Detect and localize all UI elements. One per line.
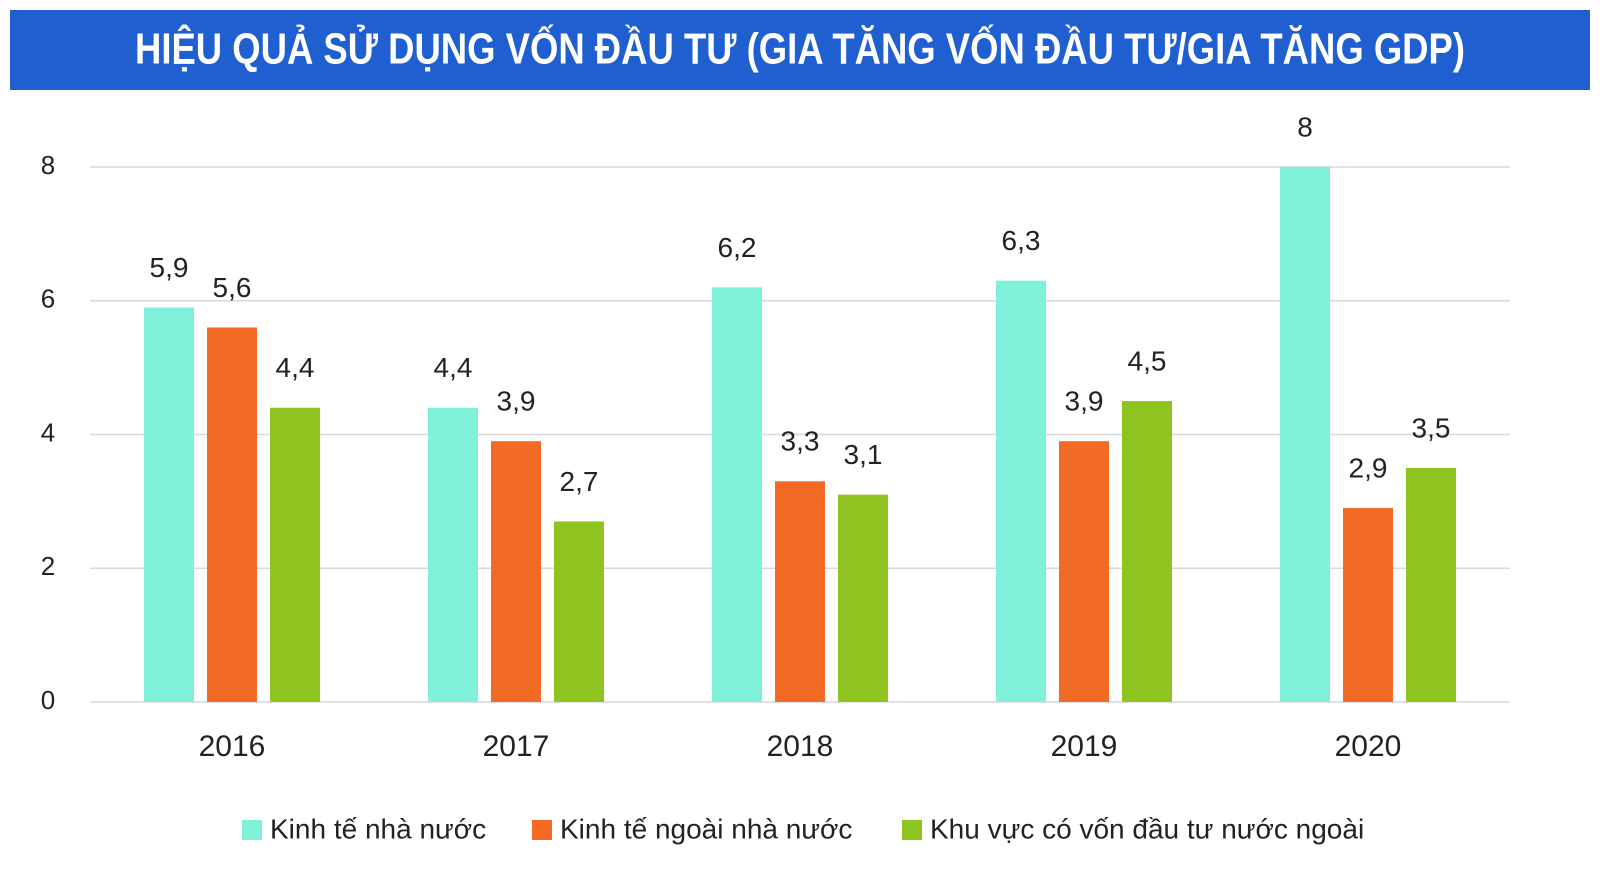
value-label: 6,2: [718, 232, 757, 263]
y-tick-label: 4: [41, 417, 55, 447]
bar: [712, 287, 762, 702]
bar: [428, 407, 478, 702]
bar: [775, 481, 825, 702]
value-label: 3,9: [497, 386, 536, 417]
y-tick-label: 8: [41, 150, 55, 180]
legend-swatch: [242, 820, 262, 840]
value-label: 3,9: [1065, 386, 1104, 417]
value-label: 5,6: [213, 272, 252, 303]
y-tick-label: 2: [41, 551, 55, 581]
legend-label: Kinh tế ngoài nhà nước: [560, 813, 852, 844]
value-label: 3,3: [781, 426, 820, 457]
bar: [491, 441, 541, 702]
bar: [207, 327, 257, 702]
x-tick-label: 2016: [199, 730, 266, 763]
value-label: 4,4: [434, 352, 473, 383]
bar: [1406, 467, 1456, 702]
bar: [1122, 401, 1172, 702]
x-tick-label: 2018: [767, 730, 834, 763]
value-label: 2,9: [1349, 452, 1388, 483]
value-label: 3,5: [1412, 412, 1451, 443]
bar: [144, 307, 194, 702]
value-label: 5,9: [150, 252, 189, 283]
x-tick-label: 2019: [1051, 730, 1118, 763]
value-label: 2,7: [560, 466, 599, 497]
legend-swatch: [532, 820, 552, 840]
bar: [554, 521, 604, 702]
x-tick-label: 2017: [483, 730, 550, 763]
chart-title: HIỆU QUẢ SỬ DỤNG VỐN ĐẦU TƯ (GIA TĂNG VỐ…: [135, 23, 1465, 74]
bar: [996, 280, 1046, 702]
y-tick-label: 0: [41, 685, 55, 715]
value-label: 4,5: [1128, 345, 1167, 376]
legend-label: Khu vực có vốn đầu tư nước ngoài: [930, 813, 1364, 844]
value-label: 4,4: [276, 352, 315, 383]
bar: [270, 407, 320, 702]
bar: [1343, 508, 1393, 702]
title-banner: [10, 10, 1590, 90]
value-label: 3,1: [844, 439, 883, 470]
value-label: 6,3: [1002, 225, 1041, 256]
legend-swatch: [902, 820, 922, 840]
bar: [1280, 167, 1330, 702]
bar: [838, 494, 888, 702]
bar: [1059, 441, 1109, 702]
value-label: 8: [1297, 111, 1313, 142]
y-tick-label: 6: [41, 284, 55, 314]
x-tick-label: 2020: [1335, 730, 1402, 763]
legend-label: Kinh tế nhà nước: [270, 813, 486, 844]
